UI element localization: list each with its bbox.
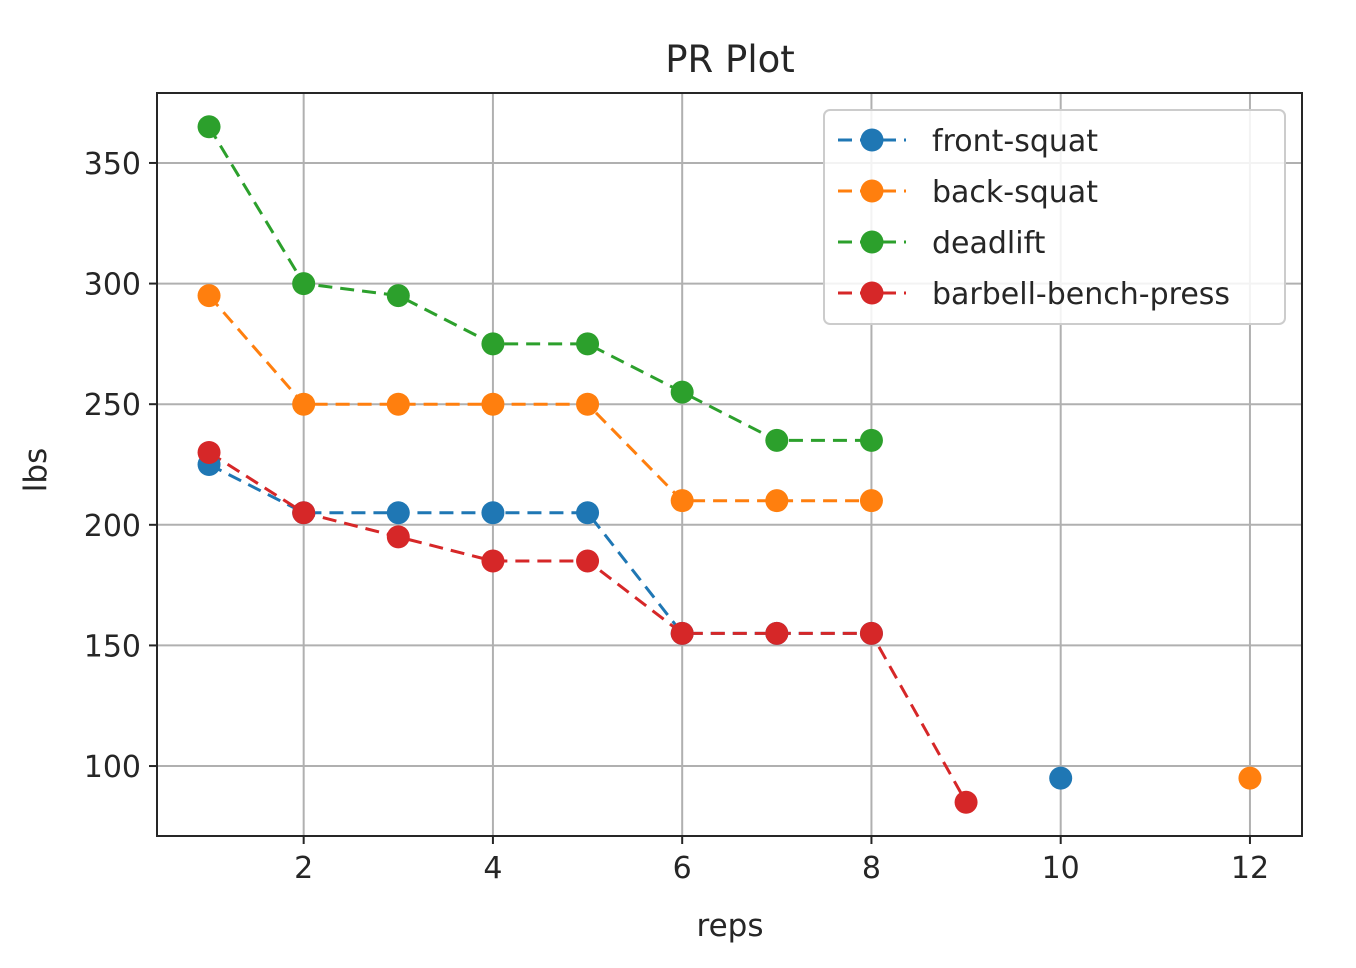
back-squat-point	[197, 284, 221, 308]
front-squat-point	[481, 501, 505, 525]
legend-swatch-marker	[860, 179, 884, 203]
barbell-bench-press-point	[481, 549, 505, 573]
deadlift-point	[670, 380, 694, 404]
x-tick-label: 2	[294, 851, 313, 886]
back-squat-point	[1238, 766, 1262, 790]
x-tick-label: 12	[1231, 851, 1269, 886]
deadlift-line	[207, 126, 872, 442]
legend-box	[823, 109, 1286, 325]
back-squat-point	[576, 392, 600, 416]
x-tick-label: 4	[483, 851, 502, 886]
y-tick-label: 250	[84, 388, 141, 423]
y-tick-label: 300	[84, 268, 141, 303]
legend-entry-front-squat: front-squat	[932, 124, 1098, 159]
legend-entry-deadlift: deadlift	[932, 226, 1046, 261]
chart-title: PR Plot	[665, 38, 795, 81]
y-tick-label: 150	[84, 629, 141, 664]
x-tick-label: 6	[673, 851, 692, 886]
legend-swatch-marker	[860, 128, 884, 152]
front-squat-point	[386, 501, 410, 525]
front-squat-point	[1049, 766, 1073, 790]
deadlift-point	[197, 115, 221, 139]
x-tick-label: 10	[1042, 851, 1080, 886]
barbell-bench-press-point	[292, 501, 316, 525]
deadlift-point	[859, 428, 883, 452]
y-axis-ticks: 100 150 200 250 300 350	[84, 147, 157, 785]
legend-swatch-marker	[860, 281, 884, 305]
y-tick-label: 200	[84, 509, 141, 544]
barbell-bench-press-point	[386, 525, 410, 549]
plot-frame	[156, 92, 1303, 837]
back-squat-line	[207, 294, 872, 503]
deadlift-point	[386, 284, 410, 308]
barbell-bench-press-point	[859, 621, 883, 645]
y-tick-label: 100	[84, 750, 141, 785]
back-squat-point	[386, 392, 410, 416]
legend-swatch-marker	[860, 230, 884, 254]
legend-entry-back-squat: back-squat	[932, 175, 1098, 210]
back-squat-point	[670, 489, 694, 513]
back-squat-point	[292, 392, 316, 416]
barbell-bench-press-point	[197, 440, 221, 464]
back-squat-point	[481, 392, 505, 416]
back-squat-point	[859, 489, 883, 513]
series-points	[197, 115, 1262, 814]
barbell-bench-press-point	[670, 621, 694, 645]
barbell-bench-press-point	[576, 549, 600, 573]
y-axis-label: lbs	[18, 448, 54, 492]
x-axis-label: reps	[697, 908, 764, 944]
front-squat-point	[576, 501, 600, 525]
deadlift-point	[765, 428, 789, 452]
legend: front-squat back-squat deadlift barbell-ben…	[823, 109, 1286, 325]
legend-entry-barbell-bench-press: barbell-bench-press	[932, 277, 1230, 312]
x-tick-label: 8	[862, 851, 881, 886]
y-tick-label: 350	[84, 147, 141, 182]
x-axis-ticks: 2 4 6 8 10 12	[294, 836, 1269, 886]
deadlift-point	[481, 332, 505, 356]
barbell-bench-press-point	[765, 621, 789, 645]
barbell-bench-press-point	[954, 790, 978, 814]
deadlift-point	[292, 272, 316, 296]
back-squat-point	[765, 489, 789, 513]
deadlift-point	[576, 332, 600, 356]
